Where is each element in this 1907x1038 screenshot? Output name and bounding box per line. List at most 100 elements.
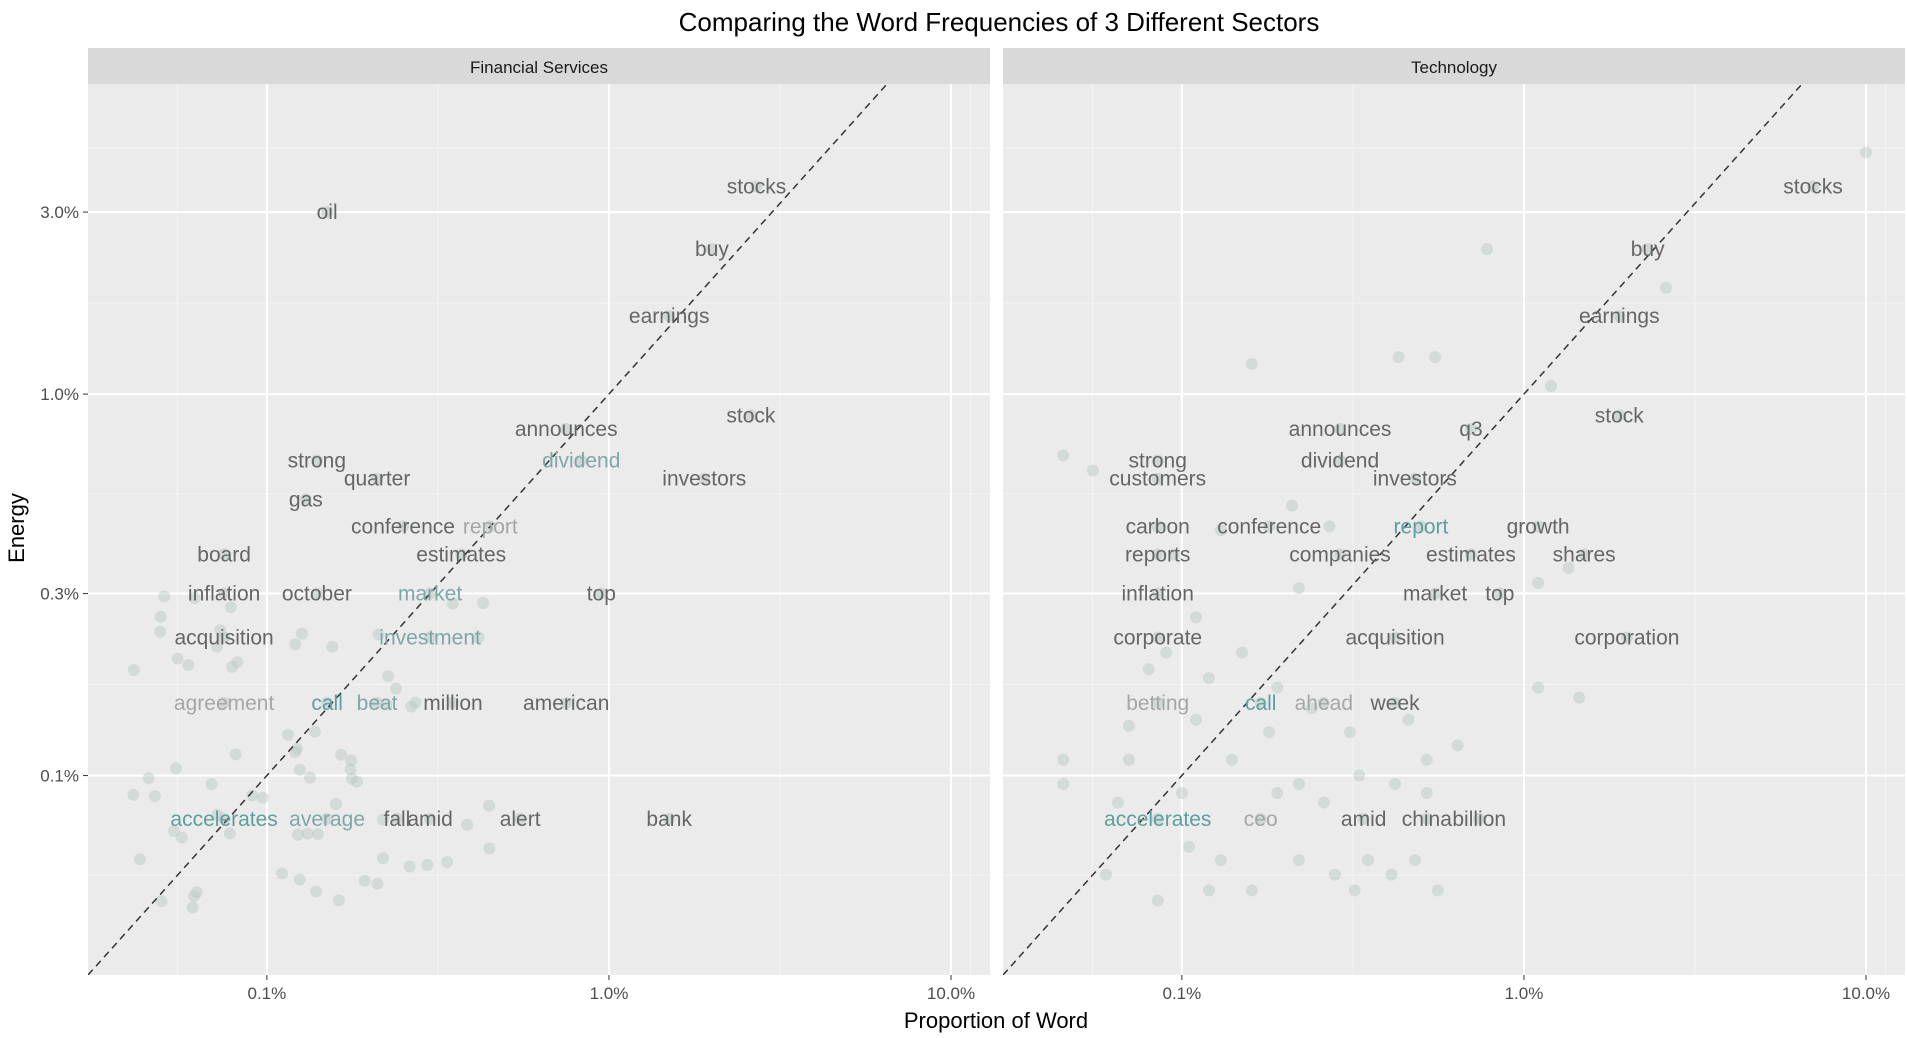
background-point — [1431, 884, 1444, 897]
background-point — [1328, 868, 1341, 881]
background-point — [154, 610, 167, 623]
word-label: gas — [289, 488, 323, 511]
word-point — [1254, 812, 1267, 825]
word-point — [560, 422, 573, 435]
word-label: buy — [695, 238, 729, 261]
word-point — [1317, 696, 1330, 709]
word-label: announces — [515, 418, 618, 441]
y-axis: 0.1% 0.3% 1.0% 3.0% — [40, 203, 88, 786]
word-label: stock — [726, 404, 776, 427]
word-point — [575, 454, 588, 467]
word-point — [1357, 812, 1370, 825]
facet-strip — [1003, 48, 1905, 84]
background-point — [1175, 786, 1188, 799]
word-point — [310, 454, 323, 467]
background-point — [291, 742, 304, 755]
background-point — [382, 670, 395, 683]
word-label: board — [197, 543, 251, 566]
background-point — [1271, 681, 1284, 694]
background-point — [1293, 778, 1306, 791]
panel-background — [88, 84, 990, 975]
word-point — [1473, 812, 1486, 825]
word-label: october — [282, 583, 352, 606]
background-point — [1236, 646, 1249, 659]
background-point — [1168, 548, 1181, 561]
word-point — [218, 587, 231, 600]
background-point — [1057, 753, 1070, 766]
word-label: report — [463, 515, 518, 538]
word-label: earnings — [1579, 305, 1660, 328]
background-point — [1545, 380, 1558, 393]
word-point — [705, 243, 718, 256]
x-tick-label: 0.1% — [1162, 984, 1201, 1003]
word-label: earnings — [629, 305, 710, 328]
background-point — [1122, 719, 1135, 732]
background-point — [1183, 840, 1196, 853]
background-point — [291, 828, 304, 841]
word-point — [218, 548, 231, 561]
word-label: ceo — [1244, 808, 1278, 831]
background-point — [1385, 868, 1398, 881]
background-point — [256, 791, 269, 804]
word-point — [1408, 472, 1421, 485]
word-label: fall — [383, 808, 410, 831]
x-tick-label: 10.0% — [1842, 984, 1890, 1003]
x-tick-label: 10.0% — [927, 984, 975, 1003]
word-point — [371, 696, 384, 709]
background-point — [441, 856, 454, 869]
panel-plot-area: stocks oil buy earnings stock announces strong… — [88, 84, 888, 975]
reference-line — [88, 84, 888, 975]
background-point — [461, 818, 474, 831]
background-point — [188, 890, 201, 903]
background-point — [1323, 520, 1336, 533]
word-point — [1254, 696, 1267, 709]
word-label: stocks — [727, 176, 787, 199]
background-point — [1532, 576, 1545, 589]
background-point — [344, 763, 357, 776]
word-point — [1151, 631, 1164, 644]
background-point — [1111, 796, 1124, 809]
word-point — [560, 696, 573, 709]
word-point — [1429, 587, 1442, 600]
background-point — [1392, 351, 1405, 364]
background-point — [1481, 243, 1494, 256]
word-label: acquisition — [1345, 627, 1444, 650]
word-point — [1389, 696, 1402, 709]
background-point — [1057, 449, 1070, 462]
background-point — [293, 873, 306, 886]
x-tick-label: 1.0% — [1505, 984, 1544, 1003]
word-point — [1641, 243, 1654, 256]
background-point — [1353, 769, 1366, 782]
background-point — [127, 788, 140, 801]
word-label: week — [1370, 692, 1421, 715]
background-point — [1420, 786, 1433, 799]
background-point — [142, 772, 155, 785]
word-point — [1334, 548, 1347, 561]
background-point — [335, 748, 348, 761]
word-point — [1151, 454, 1164, 467]
word-label: top — [1485, 583, 1514, 606]
background-point — [1429, 351, 1442, 364]
background-point — [171, 652, 184, 665]
word-label: corporation — [1574, 627, 1679, 650]
word-point — [1334, 422, 1347, 435]
word-label: million — [423, 692, 483, 715]
background-point — [301, 827, 314, 840]
word-point — [446, 696, 459, 709]
word-point — [218, 631, 231, 644]
word-label: companies — [1289, 543, 1391, 566]
word-label: customers — [1109, 468, 1206, 491]
background-point — [1160, 646, 1173, 659]
word-label: average — [289, 808, 365, 831]
word-label: report — [1394, 515, 1449, 538]
word-label: billion — [1452, 808, 1506, 831]
word-label: call — [311, 692, 343, 715]
word-label: market — [1403, 583, 1467, 606]
word-label: corporate — [1113, 627, 1202, 650]
background-point — [1389, 778, 1402, 791]
background-point — [1408, 854, 1421, 867]
word-point — [1263, 520, 1276, 533]
x-tick-label: 1.0% — [590, 984, 629, 1003]
y-tick-label: 0.1% — [40, 767, 79, 786]
